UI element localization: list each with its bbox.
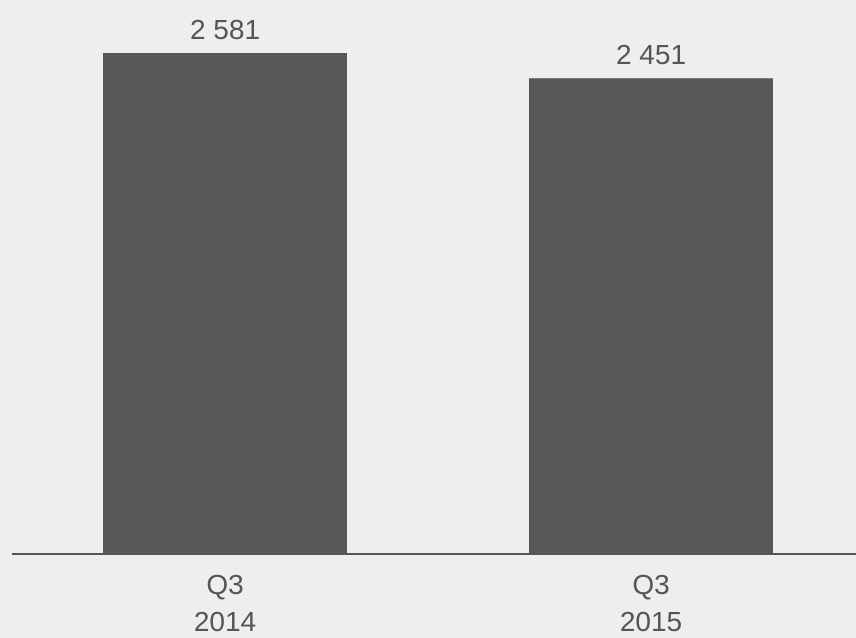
data-label-1: 2 451 xyxy=(616,39,686,70)
bars-layer xyxy=(103,53,773,554)
labels-layer: 2 581 Q3 2014 2 451 Q3 2015 xyxy=(190,14,686,637)
data-label-0: 2 581 xyxy=(190,14,260,45)
x-tick-label-0-line-1: 2014 xyxy=(194,606,256,637)
x-tick-label-1-line-1: 2015 xyxy=(620,606,682,637)
bar-1 xyxy=(529,78,773,554)
x-tick-label-1-line-0: Q3 xyxy=(632,569,669,600)
bar-0 xyxy=(103,53,347,554)
x-tick-label-0-line-0: Q3 xyxy=(206,569,243,600)
